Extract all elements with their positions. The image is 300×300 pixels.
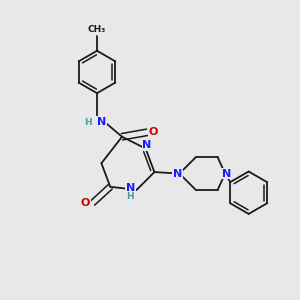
Text: N: N (97, 117, 106, 127)
Text: N: N (222, 169, 231, 178)
Text: CH₃: CH₃ (88, 25, 106, 34)
Text: N: N (173, 169, 183, 178)
Text: H: H (84, 118, 92, 127)
Text: O: O (80, 198, 90, 208)
Text: H: H (127, 192, 134, 201)
Text: O: O (149, 127, 158, 137)
Text: N: N (142, 140, 152, 150)
Text: N: N (126, 183, 135, 193)
